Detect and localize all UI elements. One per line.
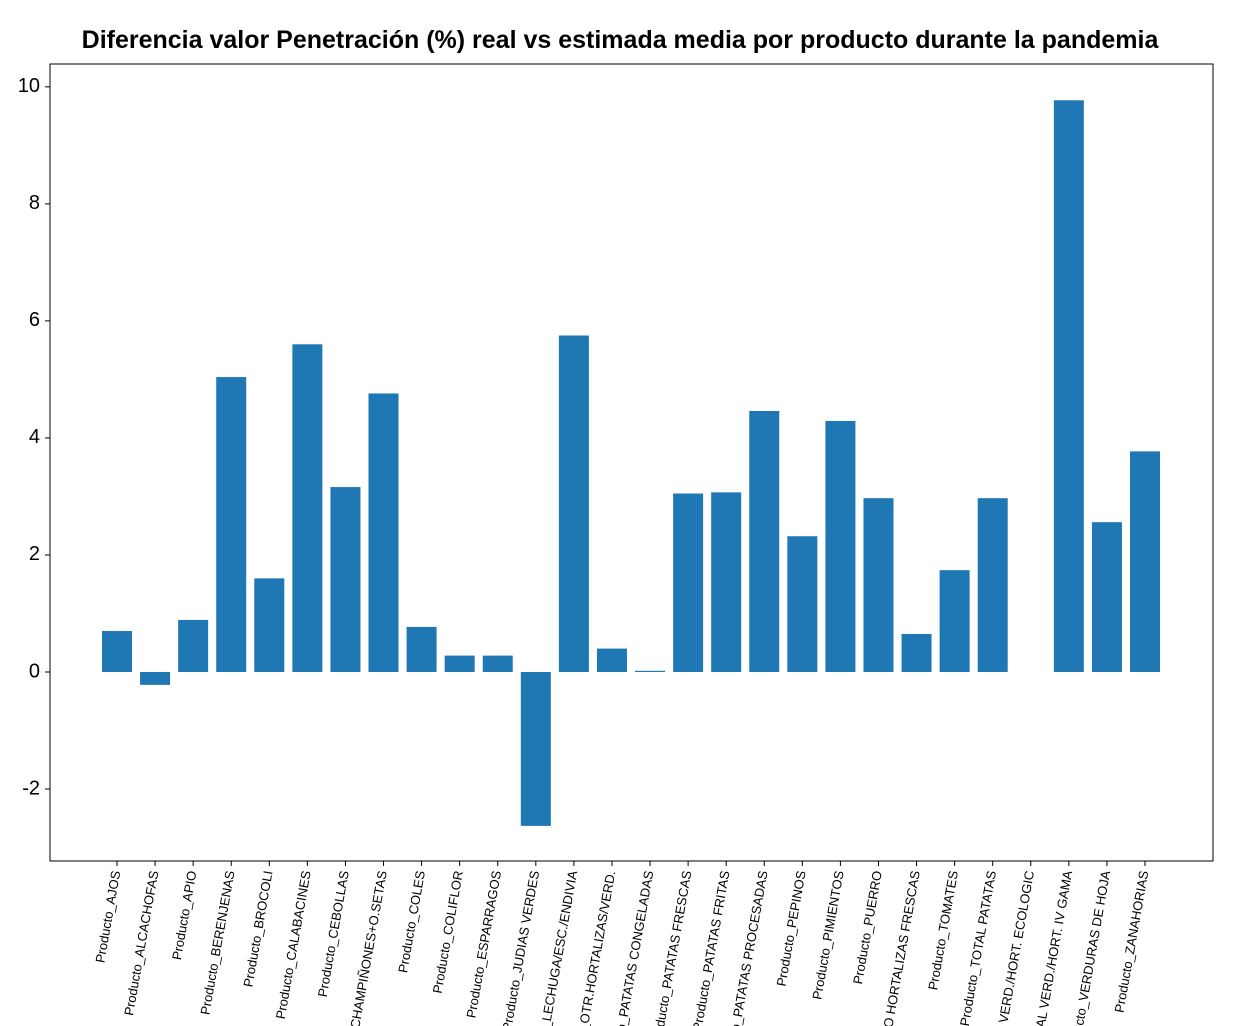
x-tick-label: Producto_ALCACHOFAS	[121, 869, 161, 1016]
bar	[673, 493, 704, 672]
x-tick-label: Producto_COLES	[395, 869, 428, 974]
x-tick-label: Producto_CALABACINES	[273, 869, 314, 1020]
x-tick-label: Producto_JUDIAS VERDES	[499, 869, 542, 1026]
x-tick-label: Producto_TOTAL PATATAS	[957, 869, 999, 1026]
bar	[482, 655, 513, 672]
x-tick-label: Producto_PIMIENTOS	[809, 869, 846, 1000]
bar	[292, 344, 323, 672]
x-tick-label: Producto_PATATAS FRESCAS	[649, 869, 695, 1026]
x-tick-label: Producto_AJOS	[92, 869, 123, 964]
x-tick-label: Producto_PEPINOS	[774, 869, 809, 987]
bar	[749, 411, 780, 672]
bar	[558, 335, 589, 672]
bar	[939, 570, 970, 672]
y-tick-label: 4	[29, 426, 40, 448]
x-tick-label: Producto_ESPARRAGOS	[463, 869, 504, 1019]
x-tick-label: Producto_BERENJENAS	[197, 869, 237, 1016]
bar	[635, 670, 666, 672]
bar	[977, 498, 1008, 672]
bar	[1130, 451, 1160, 672]
x-tick-label: Producto_PATATAS FRITAS	[690, 869, 733, 1026]
y-tick-label: 6	[29, 309, 40, 331]
y-tick-label: 8	[29, 192, 40, 214]
y-tick-label: 2	[29, 543, 40, 565]
bar	[140, 671, 171, 685]
bar	[863, 498, 894, 672]
bar	[520, 671, 551, 826]
bar	[330, 487, 361, 672]
x-tick-label: Producto_ZANAHORIAS	[1112, 869, 1152, 1014]
x-tick-label: Producto_APIO	[169, 870, 199, 962]
chart-title: Diferencia valor Penetración (%) real vs…	[82, 26, 1160, 54]
bar	[254, 578, 285, 672]
bar	[368, 393, 399, 672]
bar	[1053, 100, 1084, 672]
x-tick-label: Producto_TOMATES	[925, 869, 961, 991]
bar	[787, 536, 818, 672]
y-tick-label: 0	[29, 660, 40, 682]
bar	[711, 492, 742, 672]
x-tick-label: Producto_PUERRO	[850, 870, 885, 986]
bar	[178, 619, 209, 672]
x-tick-label: Producto_VERDURAS DE HOJA	[1065, 869, 1113, 1026]
bar	[901, 633, 932, 672]
plot-frame	[49, 63, 1214, 862]
bar	[825, 420, 856, 672]
x-tick-label: Producto_COLIFLOR	[430, 870, 466, 995]
x-tick-label: Producto_BROCOLI	[240, 870, 275, 989]
bar	[406, 626, 437, 672]
bar	[216, 377, 247, 672]
bar	[1091, 522, 1122, 672]
bar	[444, 655, 475, 672]
y-tick-label: -2	[22, 777, 40, 799]
bar	[596, 648, 627, 672]
x-tick-label: Producto_CEBOLLAS	[315, 869, 352, 998]
y-tick-label: 10	[18, 75, 40, 97]
bar	[102, 631, 132, 672]
